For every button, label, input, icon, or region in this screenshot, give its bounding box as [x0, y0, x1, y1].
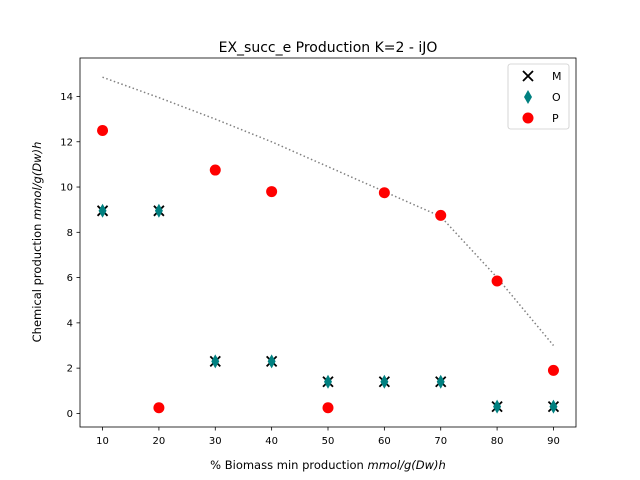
envelope-line — [102, 76, 555, 346]
legend: MOP — [507, 63, 570, 130]
x-axis-label: % Biomass min production — [210, 458, 364, 472]
data-point-o — [154, 203, 163, 218]
y-axis-unit: mmol/g(Dw)h — [30, 142, 44, 220]
y-tick-label: 4 — [67, 318, 73, 329]
data-point-o — [493, 399, 502, 414]
y-tick-label: 10 — [60, 183, 73, 194]
y-axis-title: Chemical production mmol/g(Dw)h — [30, 142, 44, 343]
x-tick-label: 40 — [265, 436, 278, 447]
legend-marker-m — [522, 70, 534, 82]
x-tick-label: 30 — [209, 436, 222, 447]
plot-area: 10 20 30 40 50 60 70 80 90 0 2 4 6 8 10 12 14 MOP — [60, 57, 577, 447]
y-tick-label: 2 — [67, 364, 73, 375]
x-tick-label: 50 — [322, 436, 335, 447]
data-point-o — [549, 399, 558, 414]
series-p — [97, 124, 559, 414]
legend-marker-o — [524, 90, 532, 104]
legend-label-m: M — [552, 70, 562, 83]
data-point-p — [266, 186, 278, 198]
y-tick-label: 6 — [67, 273, 73, 284]
y-tick-label: 14 — [60, 92, 73, 103]
x-tick-label: 60 — [378, 436, 391, 447]
x-axis-title: % Biomass min production mmol/g(Dw)h — [210, 458, 446, 472]
data-point-p — [97, 124, 109, 136]
data-point-o — [380, 374, 389, 389]
data-point-o — [267, 354, 276, 369]
data-point-o — [324, 374, 332, 389]
x-tick-label: 20 — [153, 436, 166, 447]
series-o — [98, 203, 558, 414]
data-point-p — [153, 402, 165, 414]
x-axis-unit: mmol/g(Dw)h — [368, 458, 446, 472]
legend-marker-p — [522, 112, 534, 124]
data-point-p — [378, 187, 390, 199]
y-axis-label: Chemical production — [30, 224, 44, 343]
data-point-p — [547, 364, 559, 376]
x-tick-label: 70 — [434, 436, 447, 447]
data-point-o — [98, 203, 107, 218]
data-point-p — [491, 275, 503, 287]
data-point-o — [436, 374, 445, 389]
y-tick-label: 8 — [67, 228, 73, 239]
data-point-p — [435, 209, 447, 221]
data-point-o — [211, 354, 220, 369]
data-point-p — [322, 402, 334, 414]
x-tick-label: 90 — [547, 436, 560, 447]
y-tick-label: 12 — [60, 137, 73, 148]
x-tick-label: 80 — [491, 436, 504, 447]
axes-frame — [79, 57, 577, 428]
y-tick-label: 0 — [67, 409, 73, 420]
chart-title: EX_succ_e Production K=2 - iJO — [219, 40, 438, 56]
x-tick-label: 10 — [96, 436, 109, 447]
legend-label-o: O — [552, 91, 561, 104]
legend-label-p: P — [552, 112, 559, 125]
data-point-p — [209, 164, 221, 176]
